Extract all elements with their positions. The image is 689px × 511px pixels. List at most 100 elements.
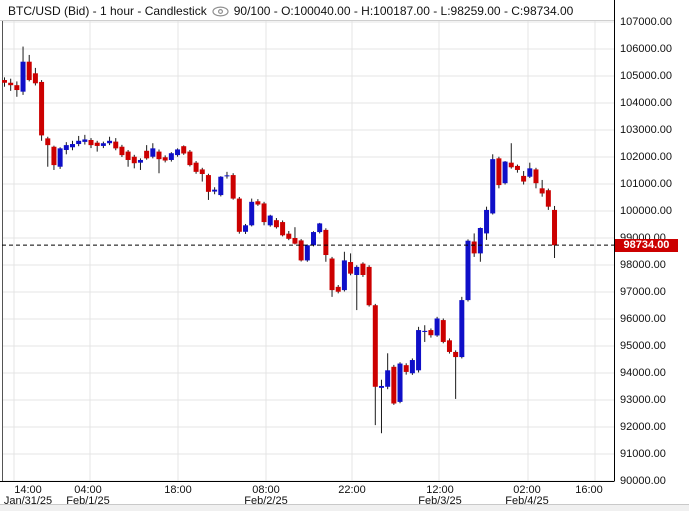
y-axis-label: 102000.00 [620,151,672,163]
candle [255,199,261,206]
y-axis-label: 96000.00 [620,313,666,325]
y-axis-label: 101000.00 [620,178,672,190]
y-axis-label: 95000.00 [620,340,666,352]
candle [14,81,20,97]
candle [484,206,490,240]
x-axis-time-label: 22:00 [338,484,366,496]
x-axis-time-label: 16:00 [575,484,603,496]
candle [496,156,502,189]
candle [354,265,360,311]
candle [156,149,162,174]
candle [372,303,378,426]
ohlc-summary: 90/100 - O:100040.00 - H:100187.00 - L:9… [233,4,574,18]
candle [107,136,113,146]
candle [428,328,434,338]
candle [360,262,366,277]
candle [514,164,520,173]
candle [545,188,551,210]
y-axis-label: 93000.00 [620,394,666,406]
candle [341,251,347,292]
candle [94,140,100,152]
candle [82,134,88,145]
candle [304,244,310,262]
candle [465,239,471,302]
candle [329,256,335,297]
candle [317,222,323,234]
candle [131,154,137,169]
chart-title: BTC/USD (Bid) - 1 hour - Candlestick [8,4,207,18]
candle [230,173,236,200]
y-axis-label: 107000.00 [620,16,672,28]
candle [366,265,372,307]
candle [168,152,174,162]
candle [477,227,483,262]
y-axis-label: 100000.00 [620,205,672,217]
candle [193,161,199,174]
bottom-strip [0,504,689,511]
candle [409,358,415,375]
y-axis-label: 90000.00 [620,475,666,487]
candle [181,145,187,155]
candle [267,214,273,227]
y-axis-label: 105000.00 [620,70,672,82]
candle [378,379,384,434]
candle [69,140,75,151]
x-axis-time-label: 04:00 [74,484,102,496]
candle [446,338,452,354]
x-axis-time-label: 08:00 [252,484,280,496]
x-axis-date-label: Feb/2/25 [244,495,288,507]
candle [335,284,341,294]
candle [162,155,168,163]
candle [236,196,242,234]
candle [403,363,409,375]
candle [150,143,156,159]
candle [502,161,508,185]
candle [76,135,82,147]
candle [51,145,57,170]
candle [125,149,131,167]
candle [187,149,193,167]
candle [552,205,558,259]
candle [243,223,249,234]
title-bar: BTC/USD (Bid) - 1 hour - Candlestick 90/… [8,3,573,19]
candle [32,67,38,86]
candle [45,136,51,167]
candle [88,138,94,149]
candle [261,201,267,226]
candle [286,230,292,241]
candle [527,162,533,179]
candle [459,296,465,359]
candle [20,46,26,95]
candle [212,187,218,195]
candle [39,80,45,141]
candle [397,362,403,404]
visibility-eye-icon[interactable] [212,5,229,17]
y-axis-label: 94000.00 [620,367,666,379]
x-axis-time-label: 18:00 [164,484,192,496]
candle [26,54,32,82]
last-price-tag: 98734.00 [615,238,678,252]
y-axis-label: 97000.00 [620,286,666,298]
candle [348,253,354,276]
x-axis-date-label: Feb/1/25 [66,495,110,507]
candle [8,78,14,91]
y-axis-label: 91000.00 [620,448,666,460]
x-axis-time-label: 12:00 [426,484,454,496]
candle [280,220,286,237]
candle [63,142,69,155]
candle [273,218,279,229]
candle [440,318,446,344]
candle [391,364,397,405]
candle [311,231,316,247]
x-axis-date-label: Feb/4/25 [505,495,549,507]
y-axis-label: 103000.00 [620,124,672,136]
candle [249,198,255,227]
candle [199,167,205,182]
candle [434,316,440,337]
candle [416,326,422,373]
candle [119,144,125,157]
y-axis-label: 104000.00 [620,97,672,109]
candle [218,176,224,197]
